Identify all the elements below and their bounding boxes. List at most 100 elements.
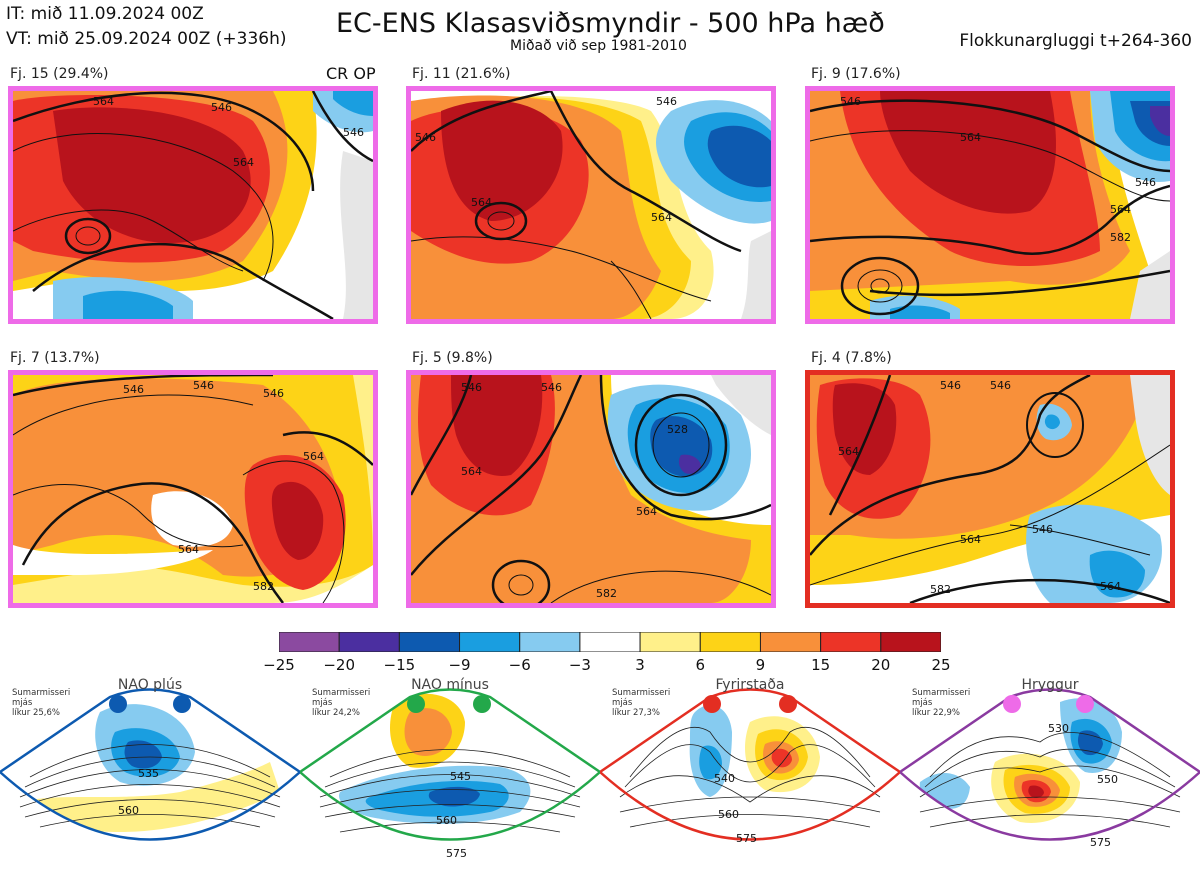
colorbar-segment bbox=[459, 632, 521, 652]
anomaly-shading bbox=[13, 91, 373, 319]
regime-marker-dot bbox=[407, 695, 425, 713]
colorbar-segment bbox=[398, 632, 461, 652]
anomaly-shading bbox=[13, 375, 373, 603]
contour-label: 560 bbox=[436, 814, 457, 827]
colorbar-tick-label: −25 bbox=[263, 656, 295, 674]
contour-label: 564 bbox=[960, 533, 981, 546]
regime-probability: Sumarmisseri mjás líkur 25,6% bbox=[12, 688, 71, 718]
contour-label: 564 bbox=[838, 445, 859, 458]
cluster-map-6: 546 546 564 564 546 582 564 bbox=[805, 370, 1175, 608]
contour-label: 582 bbox=[596, 587, 617, 600]
contour-label: 546 bbox=[541, 381, 562, 394]
contour-label: 545 bbox=[450, 770, 471, 783]
colorbar-tick-label: 9 bbox=[755, 656, 766, 674]
regime-blocking: 540 560 575 Fyrirstaða Sumarmisseri mjás… bbox=[600, 672, 900, 871]
height-contours bbox=[411, 91, 742, 319]
contour-label: 575 bbox=[736, 832, 757, 845]
regime-marker-dot bbox=[1003, 695, 1021, 713]
contour-label: 575 bbox=[1090, 836, 1111, 849]
cluster-label-2: Fj. 11 (21.6%) bbox=[412, 66, 511, 82]
contour-label: 546 bbox=[193, 379, 214, 392]
cluster-map-4: 546 546 546 564 564 582 bbox=[8, 370, 378, 608]
contour-label: 560 bbox=[118, 804, 139, 817]
regime-outline bbox=[0, 688, 300, 841]
colorbar-tick-label: 3 bbox=[635, 656, 645, 674]
cluster-map-1: 564 546 546 564 bbox=[8, 86, 378, 324]
regime-contours bbox=[319, 749, 581, 833]
initial-time: IT: mið 11.09.2024 00Z bbox=[6, 4, 204, 24]
contour-label: 540 bbox=[714, 772, 735, 785]
regime-marker-dot bbox=[703, 695, 721, 713]
regime-contours bbox=[919, 732, 1181, 828]
regime-name: NAO mínus bbox=[411, 677, 489, 693]
page-subtitle: Miðað við sep 1981-2010 bbox=[510, 38, 687, 54]
anomaly-shading bbox=[810, 375, 1170, 603]
regime-outline bbox=[900, 688, 1200, 841]
valid-time: VT: mið 25.09.2024 00Z (+336h) bbox=[6, 29, 287, 49]
regime-probability: Sumarmisseri mjás líkur 27,3% bbox=[612, 688, 671, 718]
regime-probability: Sumarmisseri mjás líkur 22,9% bbox=[912, 688, 971, 718]
regime-marker-dot bbox=[473, 695, 491, 713]
colorbar-segment bbox=[279, 632, 340, 652]
contour-label: 582 bbox=[253, 580, 274, 593]
contour-label: 546 bbox=[1135, 176, 1156, 189]
regime-marker-dot bbox=[779, 695, 797, 713]
regime-contours bbox=[19, 744, 281, 828]
height-contours bbox=[411, 375, 771, 603]
regime-marker-dot bbox=[1076, 695, 1094, 713]
contour-label: 575 bbox=[446, 847, 467, 860]
contour-label: 564 bbox=[651, 211, 672, 224]
contour-label: 546 bbox=[656, 95, 677, 108]
colorbar-segment bbox=[519, 632, 581, 652]
cluster-label-6: Fj. 4 (7.8%) bbox=[811, 350, 892, 366]
height-contours bbox=[810, 375, 1170, 603]
colorbar-tick-label: 20 bbox=[871, 656, 891, 674]
cluster-map-3: 546 564 564 546 582 bbox=[805, 86, 1175, 324]
colorbar-tick-label: −9 bbox=[448, 656, 471, 674]
contour-label: 546 bbox=[415, 131, 436, 144]
contour-label: 560 bbox=[718, 808, 739, 821]
colorbar-segment bbox=[699, 632, 761, 652]
classification-window: Flokkunargluggi t+264-360 bbox=[959, 31, 1192, 51]
regime-ridge: 530 550 575 Hryggur Sumarmisseri mjás lí… bbox=[900, 672, 1200, 871]
colorbar-segment bbox=[338, 632, 400, 652]
regime-probability: Sumarmisseri mjás líkur 24,2% bbox=[312, 688, 371, 718]
contour-label: 582 bbox=[1110, 231, 1131, 244]
colorbar bbox=[279, 632, 941, 652]
contour-label: 546 bbox=[123, 383, 144, 396]
contour-label: 550 bbox=[1097, 773, 1118, 786]
regime-marker-dot bbox=[109, 695, 127, 713]
contour-label: 546 bbox=[211, 101, 232, 114]
regime-name: Fyrirstaða bbox=[715, 677, 785, 693]
contour-label: 564 bbox=[1110, 203, 1131, 216]
colorbar-tick-label: 25 bbox=[931, 656, 951, 674]
contour-label: 564 bbox=[960, 131, 981, 144]
colorbar-tick-label: −6 bbox=[508, 656, 531, 674]
colorbar-tick-label: −15 bbox=[383, 656, 416, 674]
cluster-label-1: Fj. 15 (29.4%) bbox=[10, 66, 109, 82]
contour-label: 564 bbox=[461, 465, 482, 478]
crop-label: CR OP bbox=[326, 64, 376, 83]
contour-label: 546 bbox=[343, 126, 364, 139]
contour-label: 564 bbox=[93, 95, 114, 108]
contour-label: 564 bbox=[233, 156, 254, 169]
height-contours bbox=[810, 99, 1170, 316]
regime-outline bbox=[300, 688, 600, 841]
contour-label: 564 bbox=[636, 505, 657, 518]
contour-label: 546 bbox=[461, 381, 482, 394]
contour-label: 564 bbox=[1100, 580, 1121, 593]
colorbar-tick-label: −20 bbox=[323, 656, 355, 674]
page-title: EC-ENS Klasasviðsmyndir - 500 hPa hæð bbox=[336, 8, 885, 39]
regime-nao-plus: 535 560 NAO plús Sumarmisseri mjás líkur… bbox=[0, 672, 300, 871]
contour-label: 546 bbox=[990, 379, 1011, 392]
colorbar-segment bbox=[579, 632, 641, 652]
height-contours bbox=[13, 91, 373, 319]
contour-label: 564 bbox=[178, 543, 199, 556]
cluster-label-4: Fj. 7 (13.7%) bbox=[10, 350, 100, 366]
contour-label: 535 bbox=[138, 767, 159, 780]
cluster-map-2: 546 564 564 546 bbox=[406, 86, 776, 324]
cluster-map-5: 546 546 528 564 564 582 bbox=[406, 370, 776, 608]
anomaly-shading bbox=[411, 95, 771, 319]
regime-nao-minus: 545 560 575 NAO mínus Sumarmisseri mjás … bbox=[300, 672, 600, 871]
contour-label: 546 bbox=[840, 95, 861, 108]
